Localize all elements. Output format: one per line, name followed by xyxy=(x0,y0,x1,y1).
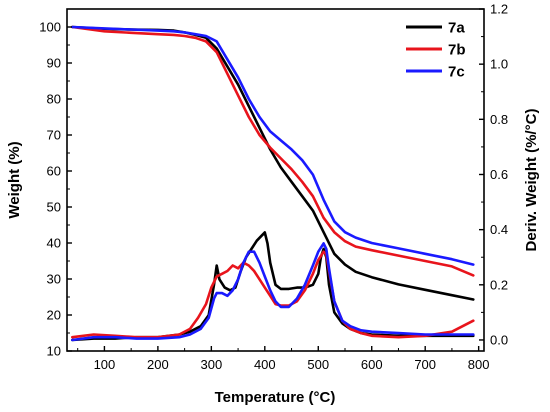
y-tick-label: 50 xyxy=(47,200,61,215)
x-tick-label: 800 xyxy=(468,357,490,372)
y-tick-label: 60 xyxy=(47,164,61,179)
y-tick-label: 20 xyxy=(47,308,61,323)
legend-label: 7c xyxy=(448,64,465,81)
x-tick-label: 400 xyxy=(254,357,276,372)
x-tick-label: 100 xyxy=(94,357,116,372)
series-7b-weight-line xyxy=(71,25,475,277)
legend-item-7b: 7b xyxy=(406,42,466,59)
series-7c-weight-line xyxy=(71,25,475,266)
y-tick-label: 80 xyxy=(47,92,61,107)
y2-tick-label: 0.8 xyxy=(490,112,508,127)
x-tick-label: 300 xyxy=(200,357,222,372)
x-tick-label: 500 xyxy=(307,357,329,372)
y2-tick-label: 1.0 xyxy=(490,57,508,72)
y2-tick-label: 0.0 xyxy=(490,332,508,347)
y-axis-ticks: 10 20 30 40 50 60 70 80 90 100 xyxy=(39,8,72,359)
y2-tick-label: 0.4 xyxy=(490,222,508,237)
y-axis-title: Weight (%) xyxy=(6,141,23,218)
y-tick-label: 70 xyxy=(47,128,61,143)
y-tick-label: 30 xyxy=(47,272,61,287)
y2-tick-label: 1.2 xyxy=(490,2,508,17)
legend-label: 7a xyxy=(448,20,465,37)
series-group xyxy=(71,25,475,342)
legend-item-7a: 7a xyxy=(406,20,465,37)
legend-label: 7b xyxy=(448,42,466,59)
x-axis-ticks: 100 200 300 400 500 600 700 800 xyxy=(77,346,490,372)
y-tick-label: 90 xyxy=(47,56,61,71)
y-tick-label: 100 xyxy=(39,20,61,35)
series-7c-derivative-line xyxy=(71,242,475,342)
y2-axis-ticks: 0.0 0.2 0.4 0.6 0.8 1.0 1.2 xyxy=(479,2,508,347)
x-tick-label: 600 xyxy=(361,357,383,372)
y2-tick-label: 0.6 xyxy=(490,167,508,182)
y-tick-label: 40 xyxy=(47,236,61,251)
x-axis-title: Temperature (°C) xyxy=(215,389,336,406)
plot-frame xyxy=(66,8,485,352)
series-7a-derivative-line xyxy=(71,231,475,342)
x-tick-label: 200 xyxy=(147,357,169,372)
x-tick-label: 700 xyxy=(414,357,436,372)
legend: 7a 7b 7c xyxy=(406,20,466,81)
y2-tick-label: 0.2 xyxy=(490,277,508,292)
y-tick-label: 10 xyxy=(47,344,61,359)
y2-axis-title: Deriv. Weight (%/°C) xyxy=(523,109,540,252)
legend-item-7c: 7c xyxy=(406,64,465,81)
